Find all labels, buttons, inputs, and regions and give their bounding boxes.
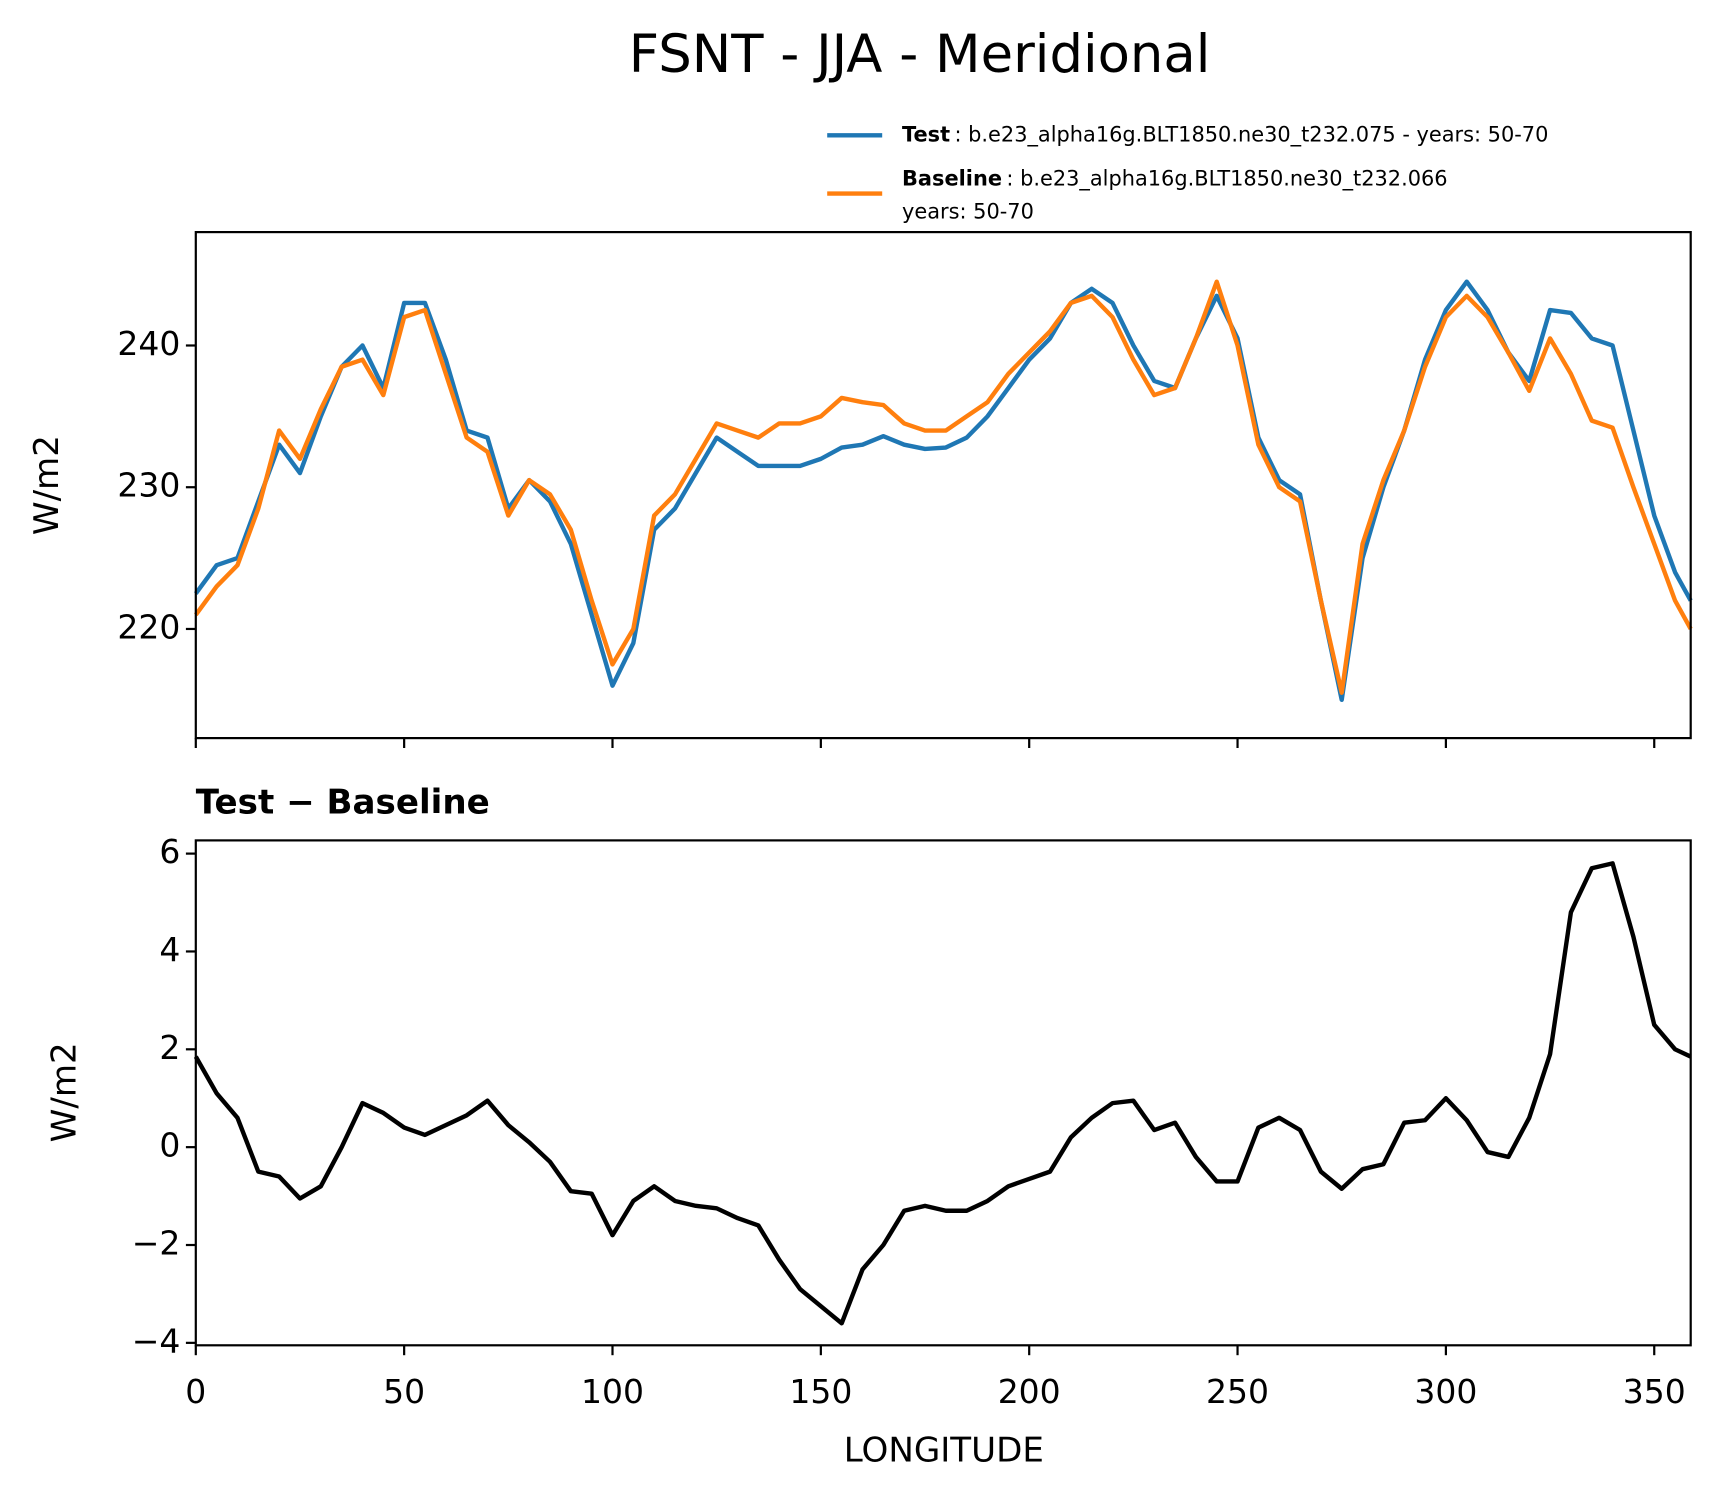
y-tick-label: 230	[117, 466, 180, 505]
legend-description: : b.e23_alpha16g.BLT1850.ne30_t232.066	[1006, 166, 1447, 191]
x-axis-label: LONGITUDE	[844, 1430, 1044, 1470]
y-tick-label: 220	[117, 607, 180, 646]
y-tick-label: −2	[132, 1224, 181, 1263]
y-tick-label: 240	[117, 324, 180, 363]
y-tick-label: 2	[159, 1028, 180, 1067]
plot-frame	[194, 839, 1692, 1347]
x-tick-label: 50	[383, 1372, 425, 1411]
subplot-title: Test − Baseline	[196, 783, 490, 823]
legend-name: Baseline	[902, 166, 1002, 190]
legend-label: Test: b.e23_alpha16g.BLT1850.ne30_t232.0…	[902, 122, 1548, 147]
figure-title: FSNT - JJA - Meridional	[629, 24, 1211, 85]
legend-description: : b.e23_alpha16g.BLT1850.ne30_t232.075 -…	[954, 122, 1548, 147]
data-line	[194, 279, 1693, 703]
data-line	[193, 861, 1692, 1326]
data-line	[194, 279, 1693, 695]
y-axis-label: W/m2	[45, 1042, 85, 1142]
x-tick-label: 0	[185, 1372, 206, 1411]
y-tick-label: −4	[132, 1321, 181, 1360]
y-tick-label: 4	[159, 930, 180, 969]
plot-frame	[194, 231, 1692, 740]
x-tick-label: 350	[1623, 1372, 1686, 1411]
legend-label: Baseline: b.e23_alpha16g.BLT1850.ne30_t2…	[902, 166, 1448, 191]
y-tick-label: 6	[159, 832, 180, 871]
y-tick-label: 0	[159, 1126, 180, 1165]
y-axis-label: W/m2	[27, 435, 67, 535]
x-tick-label: 250	[1206, 1372, 1269, 1411]
legend-label: years: 50-70	[902, 199, 1034, 223]
x-tick-label: 150	[789, 1372, 852, 1411]
x-tick-label: 300	[1414, 1372, 1477, 1411]
x-tick-label: 100	[581, 1372, 644, 1411]
legend-name: Test	[902, 122, 950, 146]
legend-description: years: 50-70	[902, 199, 1034, 223]
x-tick-label: 200	[998, 1372, 1061, 1411]
